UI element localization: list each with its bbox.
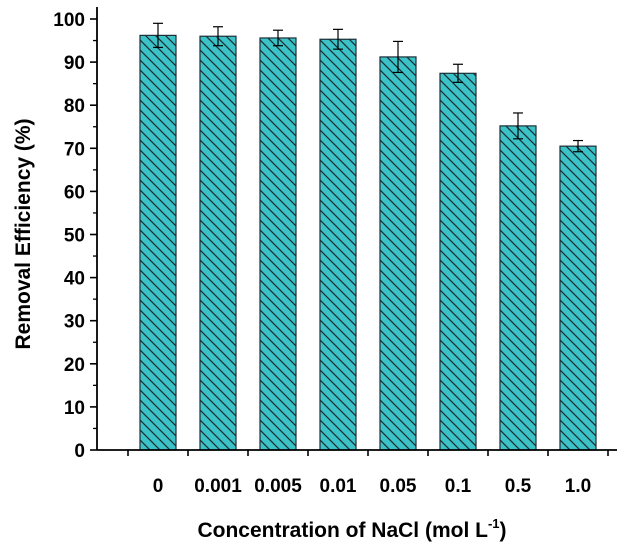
x-tick-label: 0.05 bbox=[380, 476, 417, 497]
error-bar bbox=[273, 29, 283, 47]
bar bbox=[499, 125, 537, 451]
bar bbox=[379, 56, 417, 451]
y-tick-label: 70 bbox=[64, 139, 85, 160]
error-bar bbox=[573, 139, 583, 153]
x-tick-label: 0.005 bbox=[254, 476, 302, 497]
x-axis-title-superscript: -1 bbox=[488, 516, 500, 531]
y-tick-label: 10 bbox=[64, 398, 85, 419]
y-tick-label: 60 bbox=[64, 182, 85, 203]
y-tick-label: 90 bbox=[64, 53, 85, 74]
x-tick-label: 1.0 bbox=[565, 476, 591, 497]
y-tick-label: 80 bbox=[64, 96, 85, 117]
x-tick-label: 0 bbox=[153, 476, 164, 497]
y-tick-label: 40 bbox=[64, 269, 85, 290]
y-tick-label: 20 bbox=[64, 355, 85, 376]
x-axis-title-main: Concentration of NaCl (mol L bbox=[197, 519, 488, 542]
error-bar bbox=[333, 28, 343, 50]
x-tick-label: 0.5 bbox=[505, 476, 532, 497]
error-bar bbox=[513, 112, 523, 140]
error-bar bbox=[393, 40, 403, 74]
error-bar bbox=[153, 22, 163, 49]
y-tick-label: 0 bbox=[74, 441, 85, 462]
bar bbox=[559, 145, 597, 451]
y-axis-title: Removal Efficiency (%) bbox=[12, 118, 35, 349]
error-bar bbox=[213, 26, 223, 47]
error-bar bbox=[453, 63, 463, 83]
x-tick-label: 0.001 bbox=[194, 476, 242, 497]
bar bbox=[259, 37, 297, 451]
bar bbox=[139, 34, 177, 451]
plot-area bbox=[139, 22, 597, 451]
y-tick-label: 30 bbox=[64, 312, 85, 333]
x-tick-label: 0.01 bbox=[320, 476, 357, 497]
bar bbox=[199, 35, 237, 451]
y-tick-label: 100 bbox=[53, 10, 85, 31]
y-axis: 0 10 20 30 40 50 60 70 80 90 100 bbox=[53, 7, 98, 462]
x-axis: 0 0.001 0.005 0.01 0.05 0.1 0.5 1.0 bbox=[97, 449, 617, 497]
x-axis-title-end: ) bbox=[500, 519, 507, 542]
bar bbox=[439, 72, 477, 451]
x-tick-label: 0.1 bbox=[445, 476, 472, 497]
y-tick-label: 50 bbox=[64, 226, 85, 247]
bar bbox=[319, 38, 357, 451]
x-axis-title: Concentration of NaCl (mol L-1) bbox=[197, 516, 506, 542]
